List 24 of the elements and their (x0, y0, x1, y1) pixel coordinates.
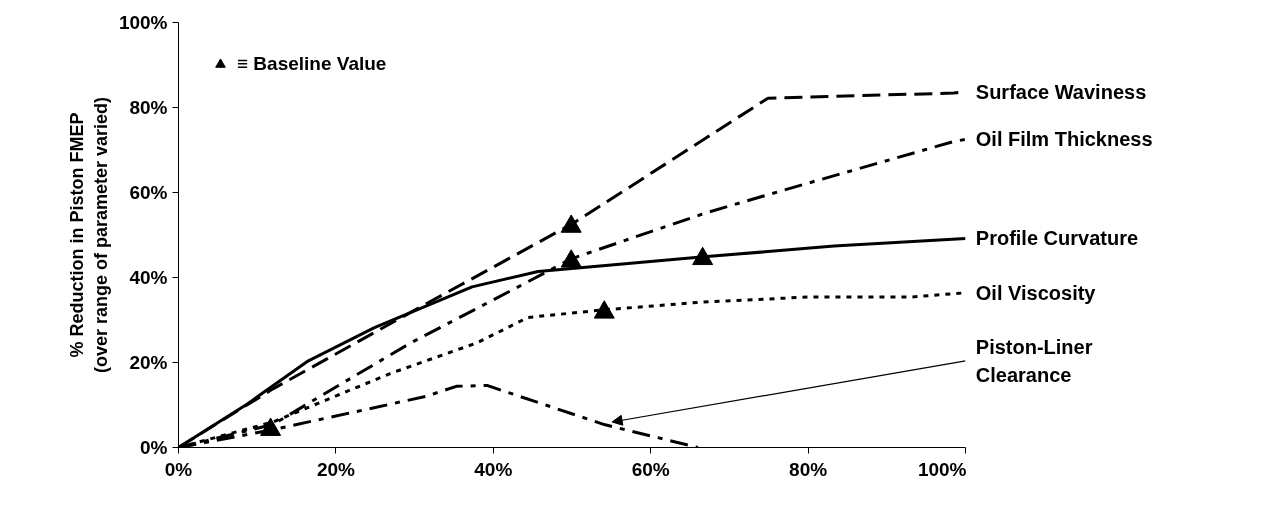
series-label: Oil Film Thickness (975, 128, 1153, 151)
series-label: Profile Curvature (975, 227, 1139, 250)
point (260, 417, 282, 436)
x-tick-label: 20% (316, 458, 356, 480)
y-axis-title: % Reduction in Piston FMEP (over range of parameter varied) (66, 96, 111, 374)
legend-label: ≡ Baseline Value (237, 53, 387, 75)
x-tick-label: 40% (474, 458, 513, 480)
x-tick-label: 0% (164, 458, 193, 480)
y-tick-label: 100% (118, 12, 168, 33)
y-tick-label: 80% (129, 97, 168, 118)
y-tick-label: 40% (129, 267, 168, 288)
annotation: Piston-Liner Clearance (975, 335, 1093, 387)
y-tick-label: 60% (129, 182, 168, 203)
y-tick-label: 0% (140, 437, 168, 458)
point (560, 214, 582, 233)
x-tick-label: 80% (789, 458, 828, 480)
series-label: Oil Viscosity (975, 281, 1097, 304)
x-tick-label: 60% (631, 458, 670, 480)
series-label: Surface Waviness (975, 80, 1147, 103)
y-tick-label: 20% (129, 352, 168, 373)
point (593, 300, 615, 319)
point (560, 249, 582, 268)
point (692, 246, 714, 266)
x-tick-label: 100% (917, 458, 967, 480)
